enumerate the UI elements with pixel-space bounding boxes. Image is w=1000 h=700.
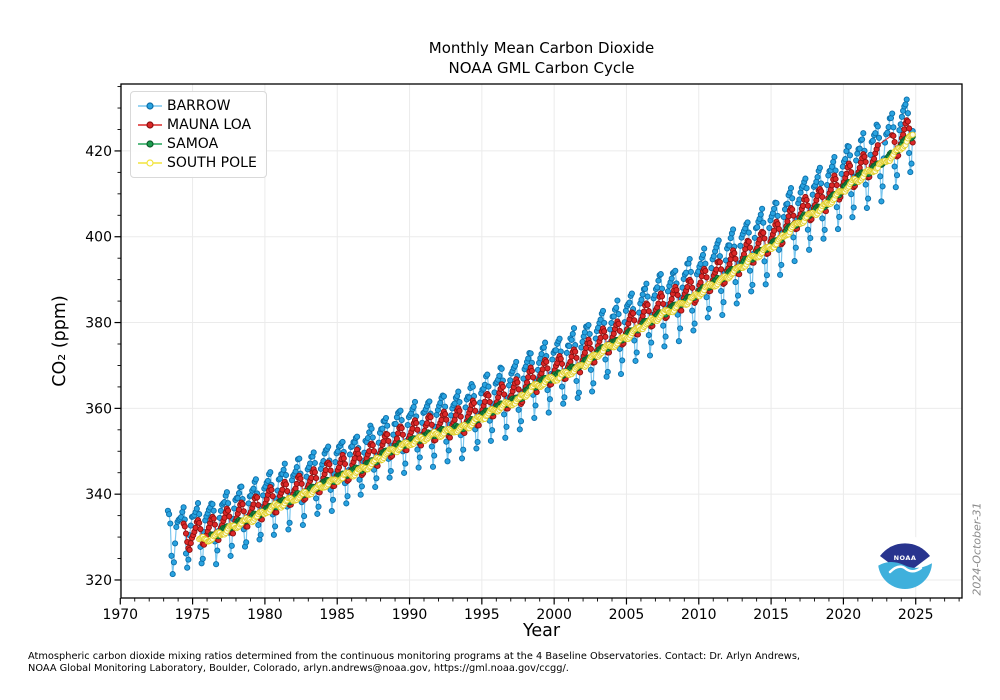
legend-item-samoa: SAMOA [137, 135, 257, 153]
timestamp: 2024-October-31 [970, 502, 984, 596]
footer-line2: NOAA Global Monitoring Laboratory, Bould… [28, 663, 569, 675]
x-axis-label: Year [522, 621, 561, 641]
chart-title: Monthly Mean Carbon Dioxide NOAA GML Car… [121, 39, 962, 78]
y-tick-label: 400 [85, 230, 112, 246]
x-tick-label: 1995 [464, 607, 500, 623]
x-tick-label: 2020 [826, 607, 862, 623]
x-tick-label: 1980 [247, 607, 283, 623]
legend: BARROW MAUNA LOA SAMOA SOUTH POLE [130, 91, 267, 178]
x-tick-label: 1975 [175, 607, 211, 623]
legend-marker-icon [138, 121, 162, 129]
legend-marker-icon [138, 159, 162, 167]
legend-label: SOUTH POLE [167, 155, 257, 171]
legend-label: BARROW [167, 98, 231, 114]
x-tick-label: 2025 [898, 607, 934, 623]
legend-marker-icon [138, 102, 162, 110]
legend-label: SAMOA [167, 136, 219, 152]
y-tick-label: 380 [85, 316, 112, 332]
footer-line1: Atmospheric carbon dioxide mixing ratios… [28, 651, 801, 662]
x-tick-label: 1970 [102, 607, 138, 623]
x-tick-label: 2015 [753, 607, 789, 623]
x-tick-label: 1985 [319, 607, 355, 623]
x-tick-label: 2000 [536, 607, 572, 623]
legend-item-mauna-loa: MAUNA LOA [137, 116, 257, 134]
y-axis-label: CO₂ (ppm) [50, 295, 70, 387]
legend-label: MAUNA LOA [167, 117, 252, 133]
y-tick-label: 320 [85, 573, 112, 589]
y-tick-label: 420 [85, 144, 112, 160]
y-tick-label: 340 [85, 487, 112, 503]
footer: Atmospheric carbon dioxide mixing ratios… [28, 651, 800, 675]
legend-item-south-pole: SOUTH POLE [137, 154, 257, 172]
legend-item-barrow: BARROW [137, 97, 257, 115]
chart-title-line1: Monthly Mean Carbon Dioxide [428, 39, 655, 57]
series-south-pole [196, 131, 916, 545]
x-tick-label: 2010 [681, 607, 717, 623]
plot-border [120, 83, 963, 599]
chart-title-line2: NOAA GML Carbon Cycle [448, 58, 635, 77]
x-tick-label: 2005 [609, 607, 645, 623]
axes: 1970 1975 1980 1985 1990 1995 2000 2005 2010 2015… [85, 83, 963, 623]
gridlines [119, 84, 962, 598]
x-tick-label: 1990 [392, 607, 428, 623]
legend-marker-icon [138, 140, 162, 148]
y-tick-label: 360 [85, 401, 112, 417]
